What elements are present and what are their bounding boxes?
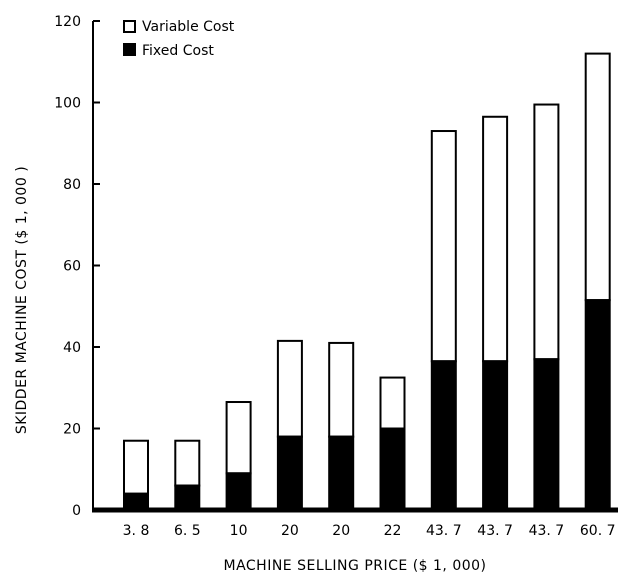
bar-fixed-cost [276,435,303,511]
x-tick-label: 43. 7 [477,523,513,539]
bar-fixed-cost [328,435,355,511]
y-tick-label: 0 [72,503,81,519]
bar-group [584,52,611,512]
bar-fixed-cost [584,299,611,512]
bar-fixed-cost [533,358,560,511]
plot-area [123,52,611,512]
bar-group [482,115,509,512]
x-tick-label: 22 [384,523,402,539]
y-tick-label: 20 [63,422,81,438]
bar-fixed-cost [430,360,457,512]
bar-group [123,439,149,512]
bar-group [379,376,406,511]
legend-swatch-variable-cost [123,20,136,33]
y-axis-title: SKIDDER MACHINE COST ($ 1, 000 ) [14,166,30,434]
y-tick-label: 80 [63,177,81,193]
bar-variable-cost [430,130,457,363]
bar-group [225,401,252,512]
legend-label-variable-cost: Variable Cost [142,19,235,35]
bar-fixed-cost [379,427,406,511]
bar-variable-cost [584,52,611,302]
bar-fixed-cost [174,484,201,511]
legend-swatch-fixed-cost [123,43,136,56]
x-tick-label: 6. 5 [174,523,201,539]
bar-variable-cost [328,341,355,438]
bar-variable-cost [123,439,149,495]
bar-variable-cost [482,115,509,363]
bar-group [533,103,560,511]
x-tick-label: 20 [332,523,350,539]
bar-variable-cost [276,339,303,438]
legend: Variable Cost Fixed Cost [123,19,235,59]
y-tick-label: 60 [63,259,81,275]
bar-group [276,339,303,511]
bar-variable-cost [533,103,560,361]
x-tick-label: 10 [230,523,248,539]
x-axis-tick-labels: 3. 8 6. 5 10 20 20 22 43. 7 43. 7 43. 7 60. 7 [123,523,616,539]
legend-label-fixed-cost: Fixed Cost [142,43,214,59]
bar-variable-cost [174,439,201,487]
x-tick-label: 43. 7 [529,523,565,539]
x-tick-label: 60. 7 [580,523,616,539]
x-tick-label: 43. 7 [426,523,462,539]
y-tick-label: 40 [63,340,81,356]
bar-fixed-cost [225,472,252,512]
x-tick-label: 20 [281,523,299,539]
bar-variable-cost [379,376,406,430]
y-tick-label: 120 [54,14,81,30]
y-axis: 0 20 40 60 80 100 120 [54,14,618,519]
bar-group [430,130,457,512]
x-tick-label: 3. 8 [123,523,150,539]
bar-group [328,341,355,511]
bar-fixed-cost [482,360,509,512]
bar-variable-cost [225,401,252,475]
x-axis-title: MACHINE SELLING PRICE ($ 1, 000) [223,558,486,574]
bar-group [174,439,201,511]
y-tick-label: 100 [54,96,81,112]
